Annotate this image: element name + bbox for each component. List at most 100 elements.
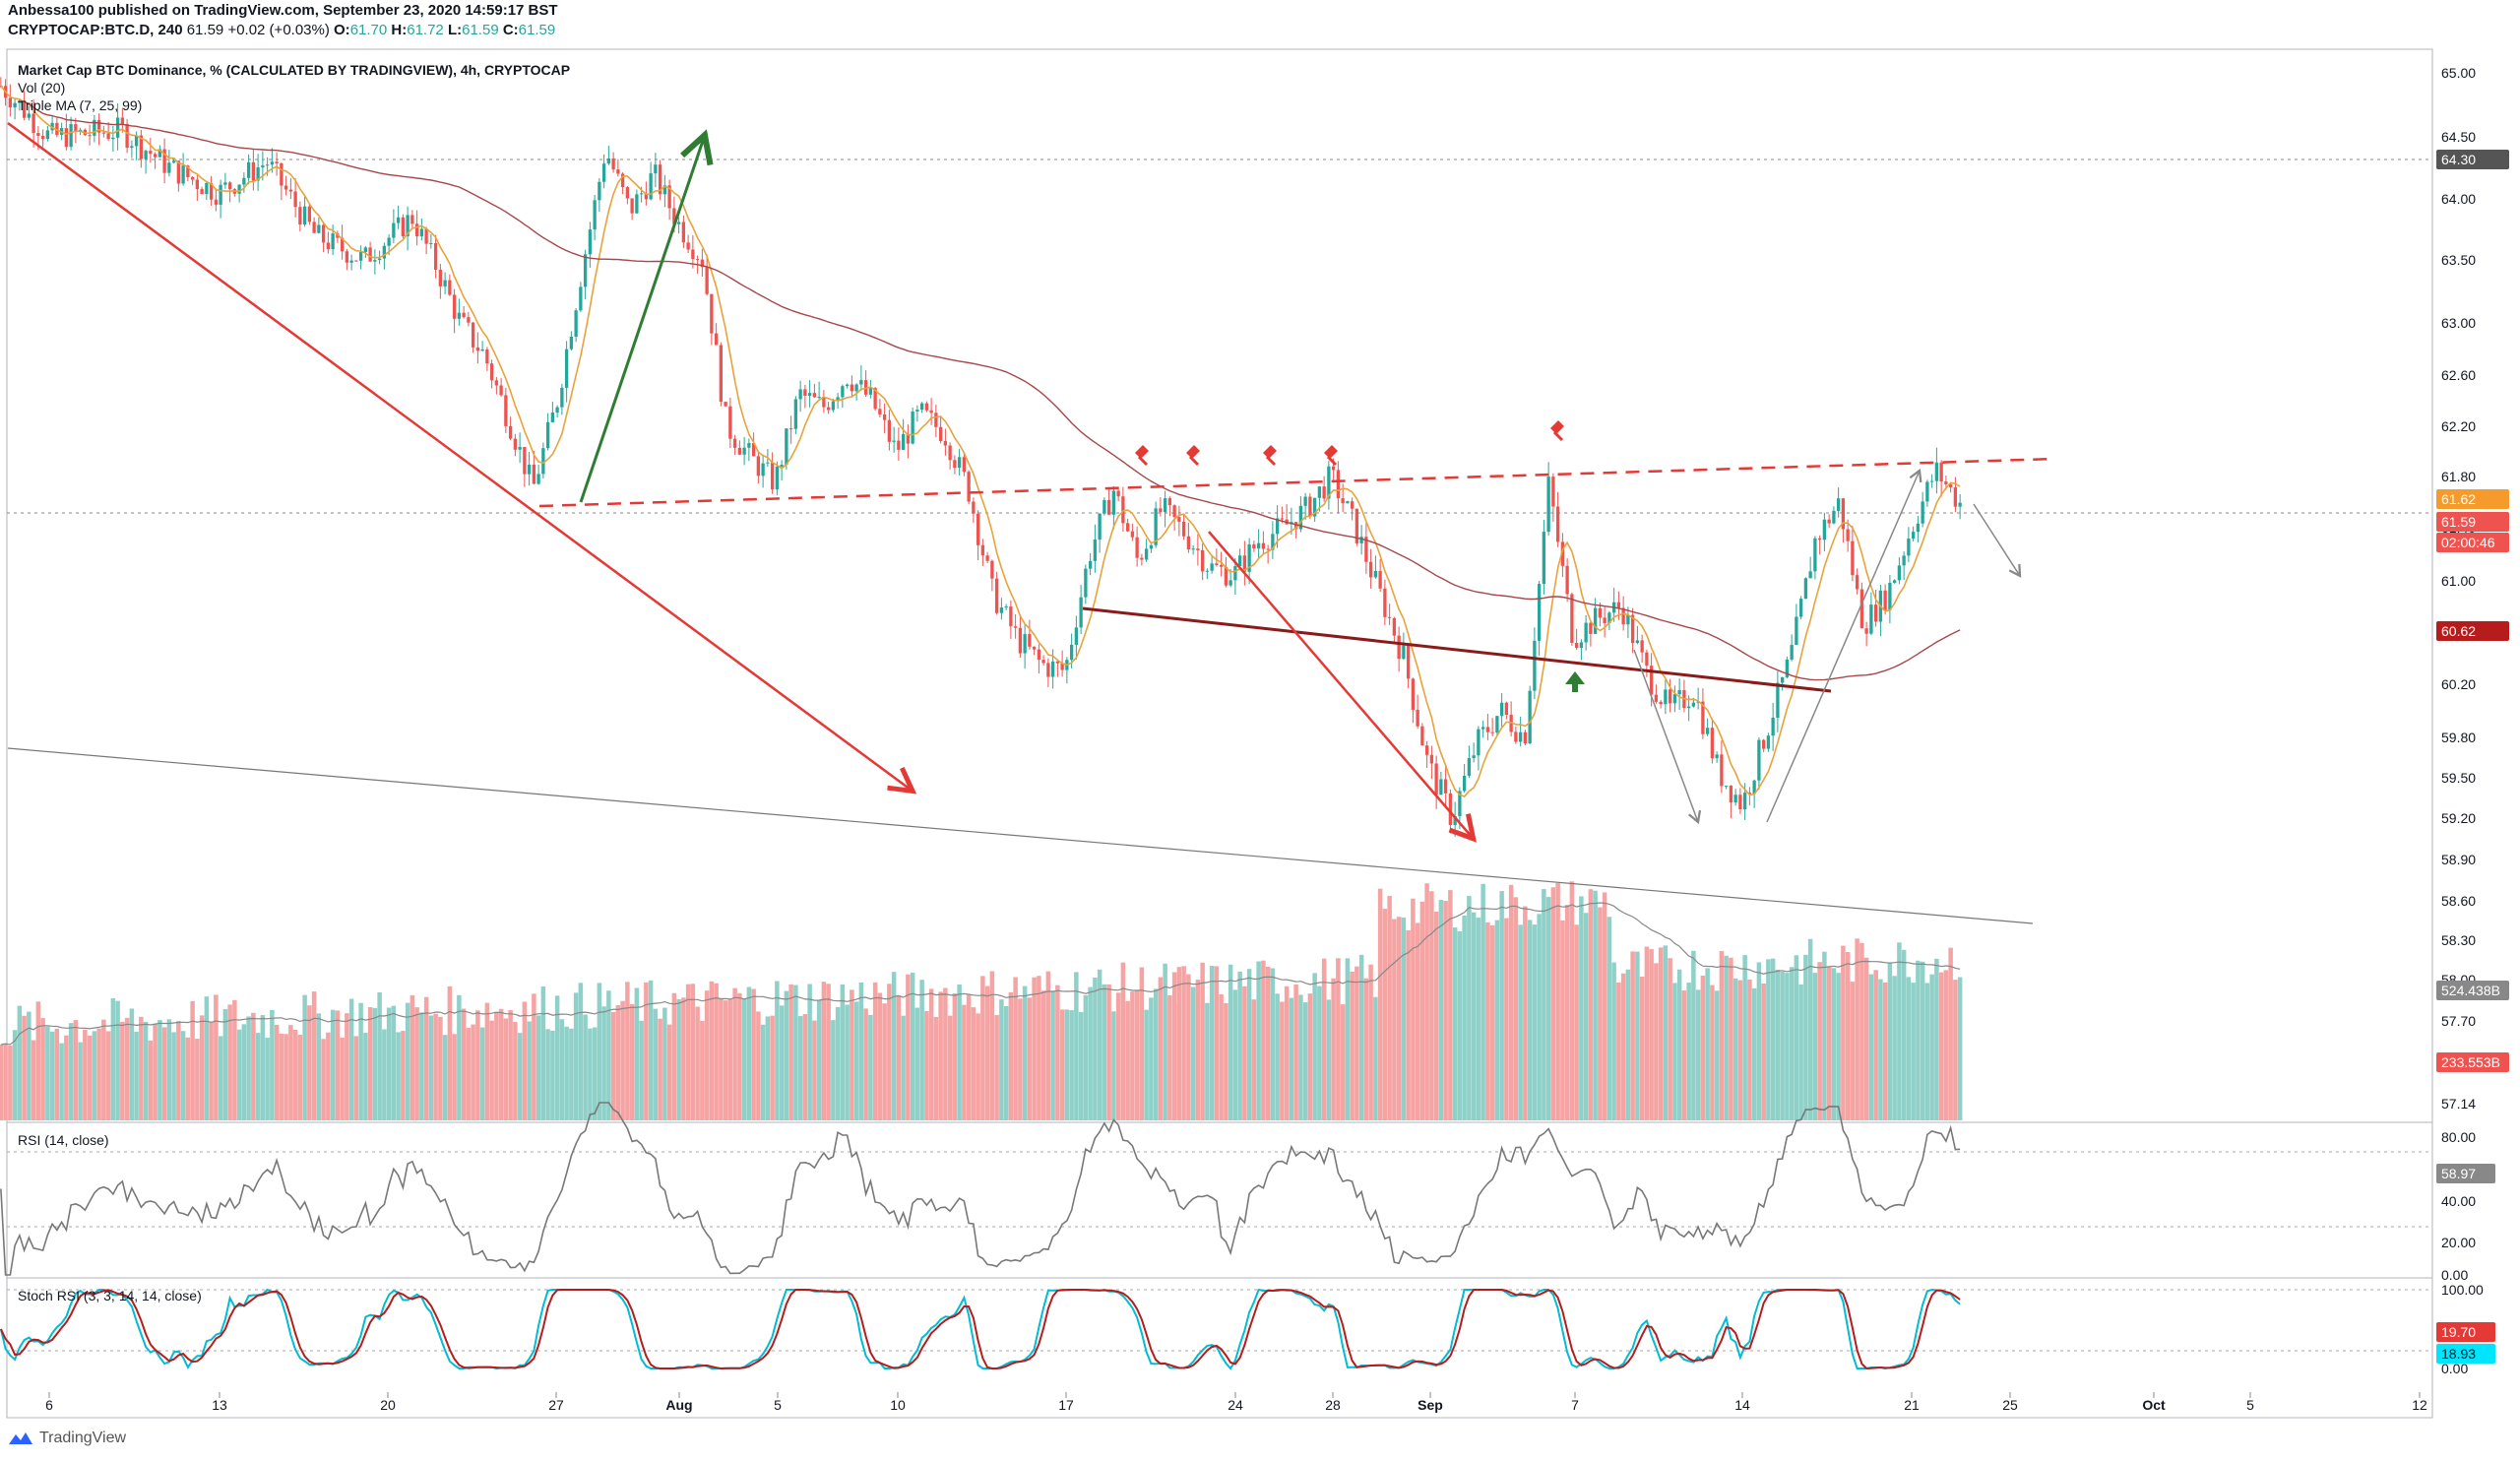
candle-body xyxy=(1827,519,1831,524)
price-tick-label: 59.50 xyxy=(2441,770,2476,786)
candle-body xyxy=(1490,731,1494,733)
candle-body xyxy=(256,167,260,181)
neckline-support[interactable] xyxy=(1082,606,1832,693)
candle-body xyxy=(766,462,770,464)
volume-bar xyxy=(49,1031,55,1120)
rsi-badge-text: 58.97 xyxy=(2441,1166,2476,1181)
flag-marker-stem xyxy=(1188,455,1200,467)
candle-body xyxy=(1883,590,1887,610)
red-down-arrow-aug[interactable] xyxy=(1208,531,1472,837)
candle-body xyxy=(831,401,836,411)
candle-body xyxy=(1873,604,1878,622)
flag-marker xyxy=(1186,445,1200,459)
candle-body xyxy=(1041,660,1045,664)
candle-body xyxy=(616,169,620,174)
candle-body xyxy=(1929,480,1934,482)
candle-body xyxy=(1018,627,1023,654)
candle-body xyxy=(181,165,185,184)
volume-bar xyxy=(1120,962,1126,1120)
candle-body xyxy=(1434,763,1438,795)
candle-body xyxy=(424,228,428,244)
low-value: 61.59 xyxy=(462,22,499,38)
volume-bar xyxy=(8,1045,13,1120)
volume-bar xyxy=(850,989,854,1120)
volume-bar xyxy=(1663,945,1669,1120)
volume-bar xyxy=(129,1008,135,1120)
price-axis[interactable]: 65.00 64.50 64.00 63.50 63.00 62.60 62.20 61.80… xyxy=(2441,65,2476,1112)
green-up-arrow[interactable] xyxy=(579,138,704,503)
volume-bar xyxy=(1251,999,1257,1120)
candle-body xyxy=(284,185,288,190)
candle-body xyxy=(523,446,527,475)
volume-bar xyxy=(1934,958,1939,1120)
volume-bar xyxy=(428,1015,434,1120)
rsi-label: RSI (14, close) xyxy=(18,1132,109,1148)
change-value: +0.02 (+0.03%) xyxy=(227,22,330,38)
volume-bar xyxy=(246,1016,251,1120)
candle-body xyxy=(1028,634,1032,647)
volume-bar xyxy=(770,1015,775,1120)
candle-body xyxy=(756,456,761,477)
volume-bar xyxy=(471,1024,475,1120)
candle-body xyxy=(1098,513,1102,540)
candle-body xyxy=(101,132,106,134)
candle-body xyxy=(541,448,545,475)
price-tick-label: 57.14 xyxy=(2441,1096,2476,1112)
resistance-dashed-line[interactable] xyxy=(538,457,2056,508)
candle-body xyxy=(144,151,148,159)
volume-bar xyxy=(1863,957,1869,1120)
candle-body xyxy=(209,183,214,200)
candle-body xyxy=(18,100,22,103)
volume-bar xyxy=(984,985,990,1120)
downtrend-arrow[interactable] xyxy=(7,121,911,790)
candle-body xyxy=(1477,729,1480,756)
volume-bar xyxy=(326,1032,331,1120)
volume-bar xyxy=(143,1021,149,1120)
volume-bar xyxy=(840,984,846,1120)
long-trendline[interactable] xyxy=(7,747,2034,924)
candle-body xyxy=(850,384,854,392)
grey-arrow-3[interactable] xyxy=(1973,503,2022,578)
volume-bar xyxy=(1630,951,1635,1120)
candle-body xyxy=(770,462,775,490)
volume-bar xyxy=(994,1015,999,1120)
volume-bar xyxy=(1710,985,1715,1120)
candle-body xyxy=(74,124,78,132)
volume-bar xyxy=(1789,967,1795,1120)
candle-body xyxy=(798,389,802,400)
volume-bar xyxy=(1298,994,1303,1120)
candle-body xyxy=(13,102,17,108)
tradingview-footer[interactable]: TradingView xyxy=(8,1430,126,1447)
volume-bar xyxy=(1873,970,1878,1120)
candle-body xyxy=(1836,498,1841,511)
candle-body xyxy=(822,397,826,408)
flag-marker-stem xyxy=(1137,455,1149,467)
candle-body xyxy=(1383,588,1387,617)
candle-body xyxy=(1790,645,1794,660)
volume-bar xyxy=(171,1032,176,1120)
volume-bar xyxy=(545,1029,550,1120)
volume-bar xyxy=(419,1012,424,1120)
volume-bar xyxy=(522,1001,528,1120)
volume-bar xyxy=(1125,1000,1130,1120)
volume-bar xyxy=(1785,973,1790,1120)
candle-body xyxy=(601,163,606,182)
price-badge-text: 233.553B xyxy=(2441,1054,2500,1070)
grey-arrow-1[interactable] xyxy=(1633,649,1702,825)
candle-body xyxy=(1350,501,1354,509)
candle-body xyxy=(924,403,929,411)
candle-body xyxy=(1934,462,1939,481)
time-axis[interactable]: 6 13 20 27 Aug 5 10 17 24 28 Sep 7 14 21 25 Oct 5 12 xyxy=(45,1392,2427,1413)
grey-arrow-2[interactable] xyxy=(1766,468,1922,823)
candle-body xyxy=(190,176,195,180)
volume-bar xyxy=(957,984,962,1120)
candle-body xyxy=(817,397,821,399)
candle-body xyxy=(719,345,724,403)
candle-body xyxy=(1242,555,1247,572)
volume-bar xyxy=(727,999,733,1120)
candle-body xyxy=(1215,563,1219,566)
volume-bar xyxy=(1700,975,1706,1120)
volume-bar xyxy=(31,1040,36,1120)
volume-bar xyxy=(1616,982,1621,1120)
